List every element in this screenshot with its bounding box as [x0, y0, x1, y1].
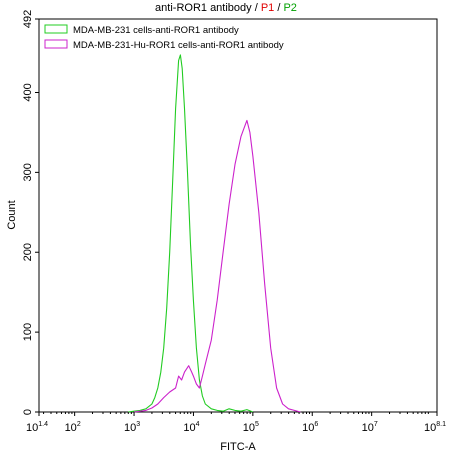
legend: MDA-MB-231 cells-anti-ROR1 antibody MDA-M… — [44, 24, 284, 51]
x-tick-label: 105 — [243, 421, 259, 434]
y-tick-label: 100 — [22, 323, 34, 341]
plot-area — [128, 54, 301, 413]
plot-frame — [38, 18, 438, 413]
title-separator: / — [274, 2, 283, 14]
y-axis-label: Count — [6, 200, 18, 229]
x-tick-label: 107 — [362, 421, 378, 434]
y-tick-label: 300 — [22, 163, 34, 181]
x-axis-label: FITC-A — [220, 441, 256, 453]
title-p1: P1 — [261, 2, 274, 14]
series-line-1 — [128, 54, 254, 413]
y-axis: 0 100 200 300 400 492 — [22, 10, 39, 415]
legend-label-1: MDA-MB-231 cells-anti-ROR1 antibody — [73, 25, 239, 36]
x-tick-label: 102 — [65, 421, 81, 434]
title-p2: P2 — [283, 2, 296, 14]
legend-swatch-2 — [44, 39, 68, 49]
y-tick-label: 492 — [22, 10, 34, 28]
legend-swatch-1 — [44, 24, 68, 34]
x-tick-label: 101.4 — [26, 421, 48, 434]
x-tick-label: 106 — [302, 421, 318, 434]
title-prefix: anti-ROR1 antibody / — [155, 2, 261, 14]
x-tick-label: 108.1 — [424, 421, 446, 434]
series-line-2 — [133, 119, 301, 413]
chart-title: anti-ROR1 antibody / P1 / P2 — [155, 2, 297, 14]
x-tick-label: 104 — [183, 421, 199, 434]
x-tick-label: 103 — [124, 421, 140, 434]
x-axis: 101.4 102 103 104 105 106 107 108.1 — [26, 412, 446, 434]
y-tick-label: 400 — [22, 83, 34, 101]
y-tick-label: 0 — [22, 409, 34, 415]
legend-label-2: MDA-MB-231-Hu-ROR1 cells-anti-ROR1 antib… — [73, 40, 284, 51]
y-tick-label: 200 — [22, 243, 34, 261]
